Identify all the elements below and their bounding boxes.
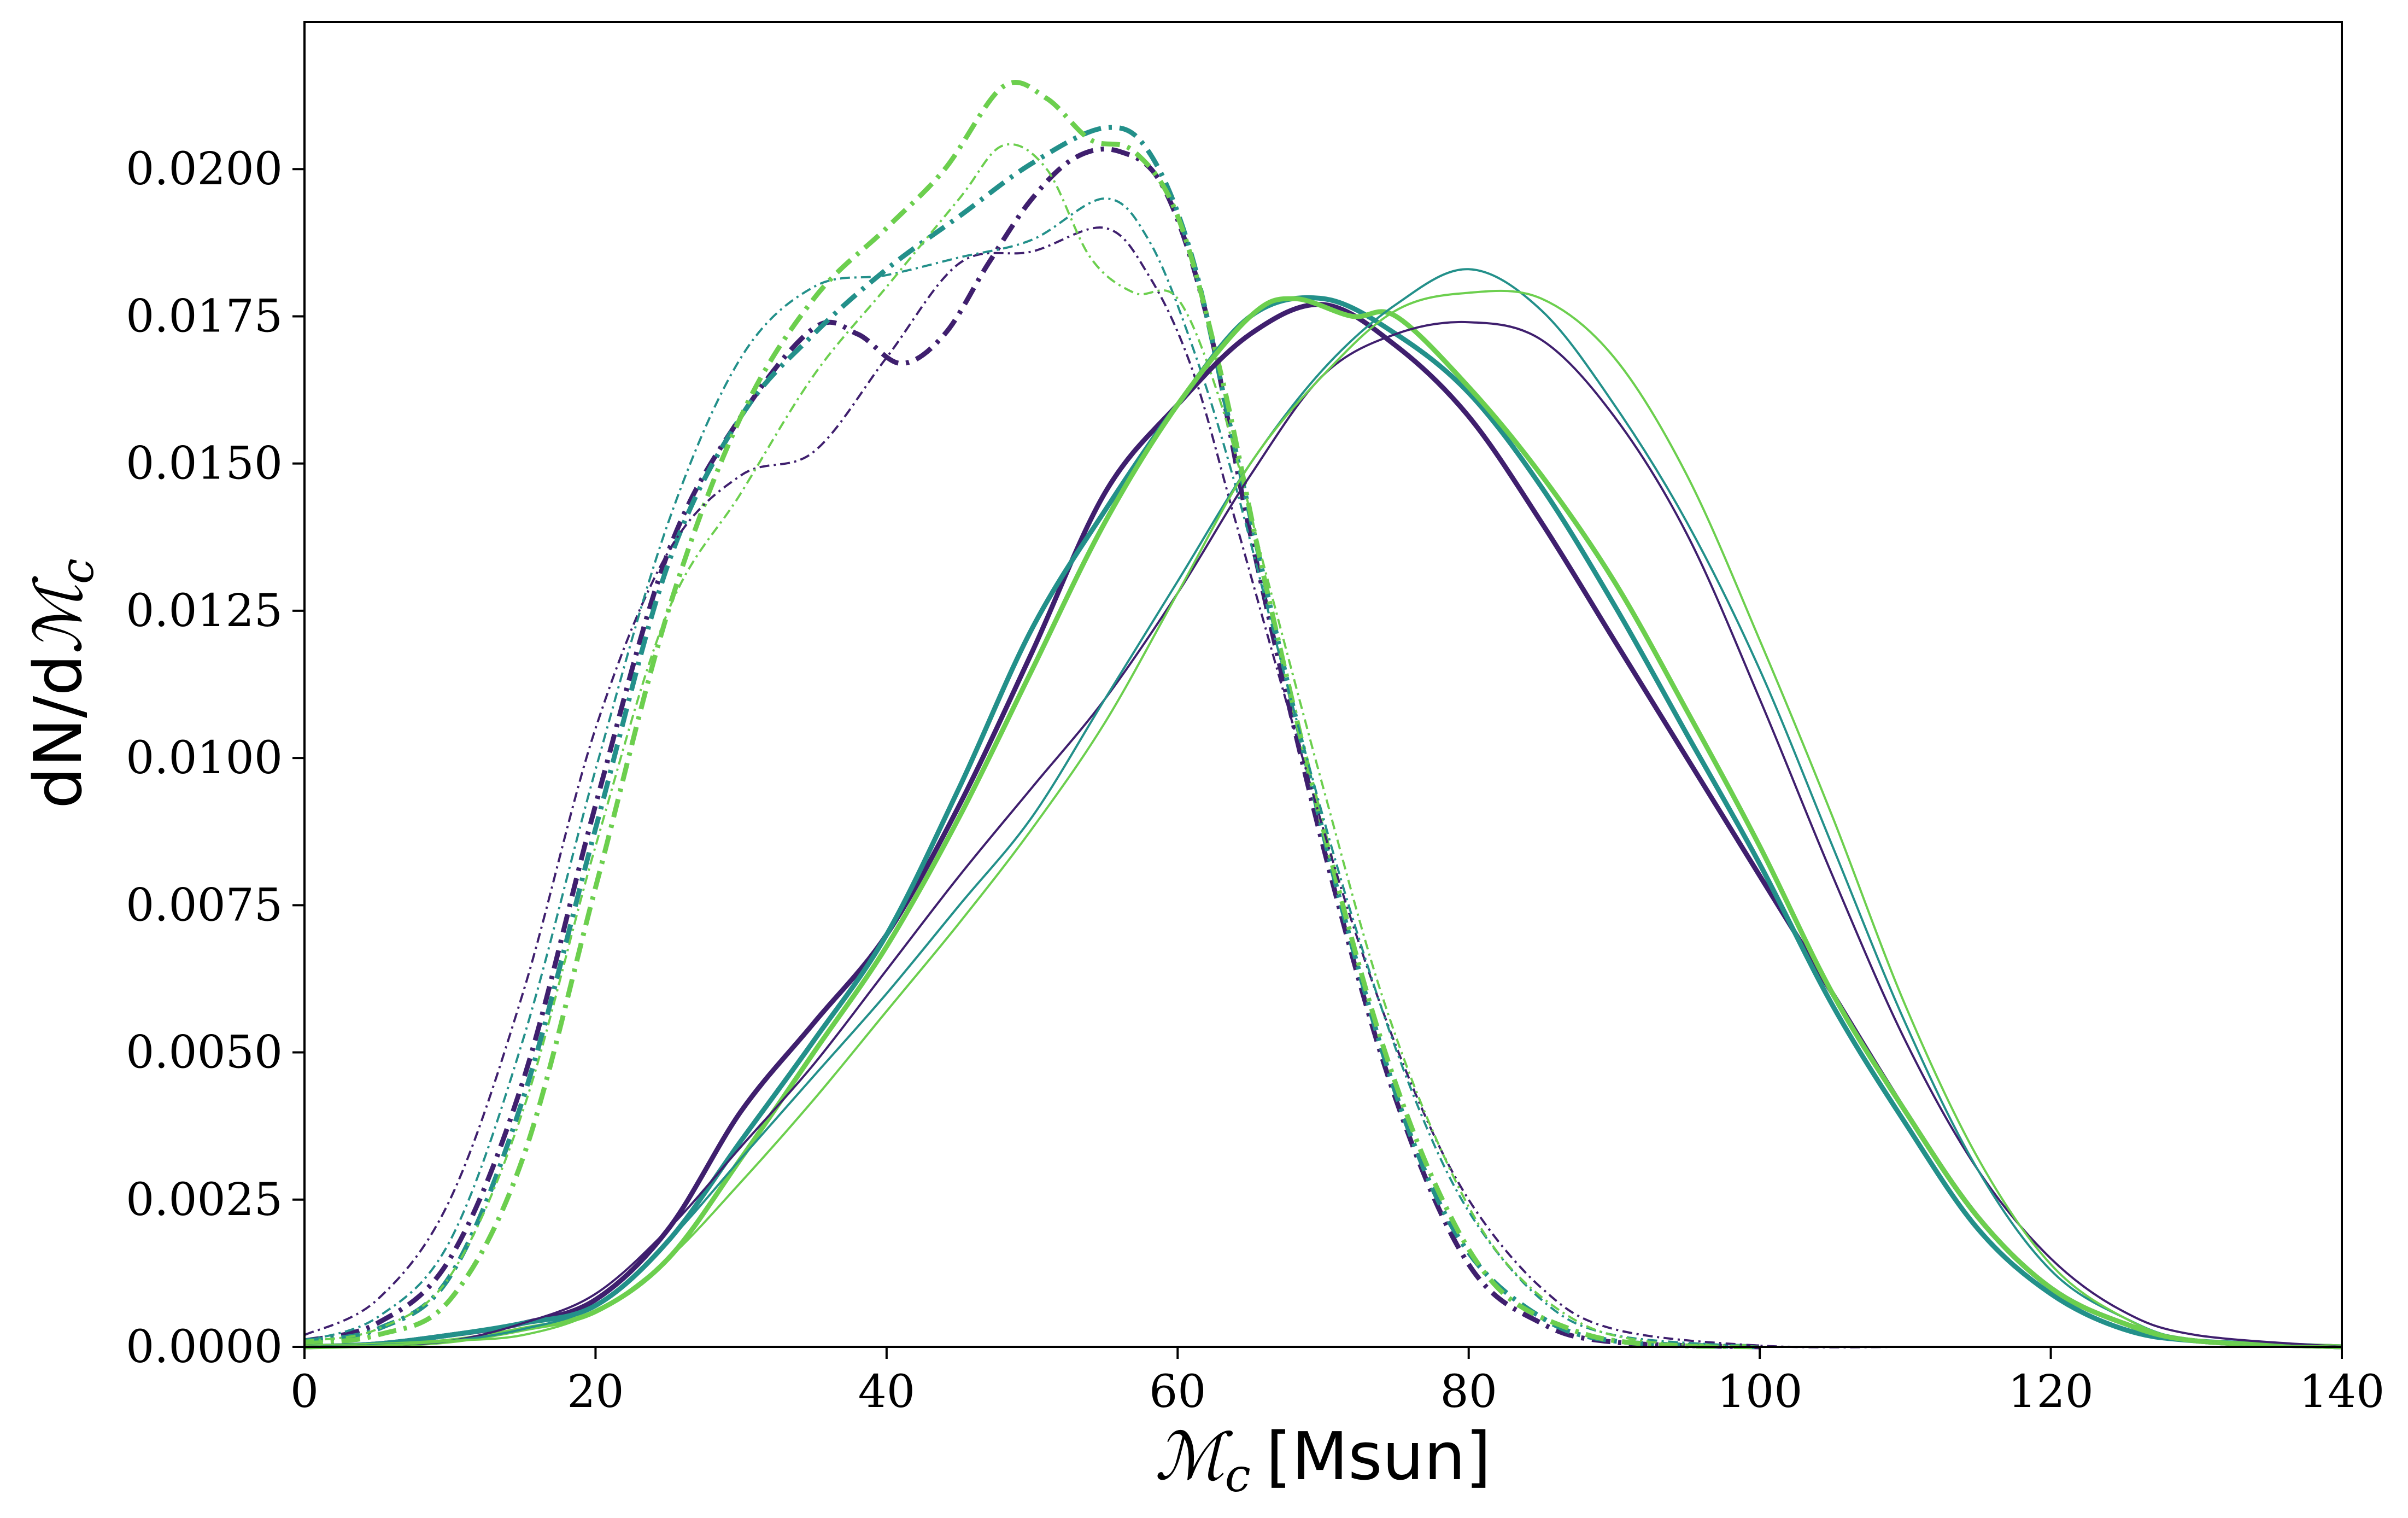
x-tick-label: 60 bbox=[1149, 1366, 1206, 1418]
y-tick-label: 0.0025 bbox=[126, 1174, 283, 1226]
x-tick-label: 0 bbox=[290, 1366, 319, 1418]
x-tick-label: 140 bbox=[2299, 1366, 2385, 1418]
y-tick-label: 0.0050 bbox=[126, 1027, 283, 1079]
x-tick-label: 80 bbox=[1440, 1366, 1497, 1418]
series-line-green-solid-thick bbox=[304, 296, 2342, 1350]
series-line-purple-dashdot-thick bbox=[303, 147, 1760, 1350]
plot-area bbox=[304, 22, 2342, 1347]
x-axis-ticks: 0 20 40 60 80 100 120 140 bbox=[290, 1347, 2384, 1418]
y-axis-label: dN/dℳc bbox=[21, 558, 104, 809]
x-tick-label: 100 bbox=[1717, 1366, 1803, 1418]
plot-frame bbox=[303, 21, 2343, 1348]
x-tick-label: 120 bbox=[2008, 1366, 2094, 1418]
y-tick-label: 0.0125 bbox=[126, 585, 283, 637]
y-tick-label: 0.0175 bbox=[126, 290, 283, 342]
x-tick-label: 20 bbox=[567, 1366, 624, 1418]
series-line-green-solid-thin bbox=[304, 289, 2342, 1348]
series-line-purple-dashdot-thin bbox=[304, 226, 1906, 1348]
y-tick-label: 0.0100 bbox=[126, 732, 283, 784]
x-tick-label: 40 bbox=[858, 1366, 915, 1418]
series-line-teal-solid-thin bbox=[304, 268, 2342, 1348]
y-tick-label: 0.0150 bbox=[126, 438, 283, 490]
series-line-green-dashdot-thick bbox=[304, 79, 1760, 1350]
y-tick-label: 0.0075 bbox=[126, 879, 283, 931]
series-line-teal-dashdot-thin bbox=[304, 197, 1760, 1348]
y-tick-label: 0.0200 bbox=[126, 143, 283, 195]
series-line-green-dashdot-thin bbox=[304, 143, 1760, 1348]
series-layer bbox=[303, 79, 2342, 1350]
y-tick-label: 0.0000 bbox=[126, 1321, 283, 1373]
x-axis-label: ℳc [Msun] bbox=[1155, 1419, 1491, 1502]
y-axis-ticks: 0.0000 0.0025 0.0050 0.0075 0.0100 0.0125 0.01… bbox=[126, 143, 304, 1373]
